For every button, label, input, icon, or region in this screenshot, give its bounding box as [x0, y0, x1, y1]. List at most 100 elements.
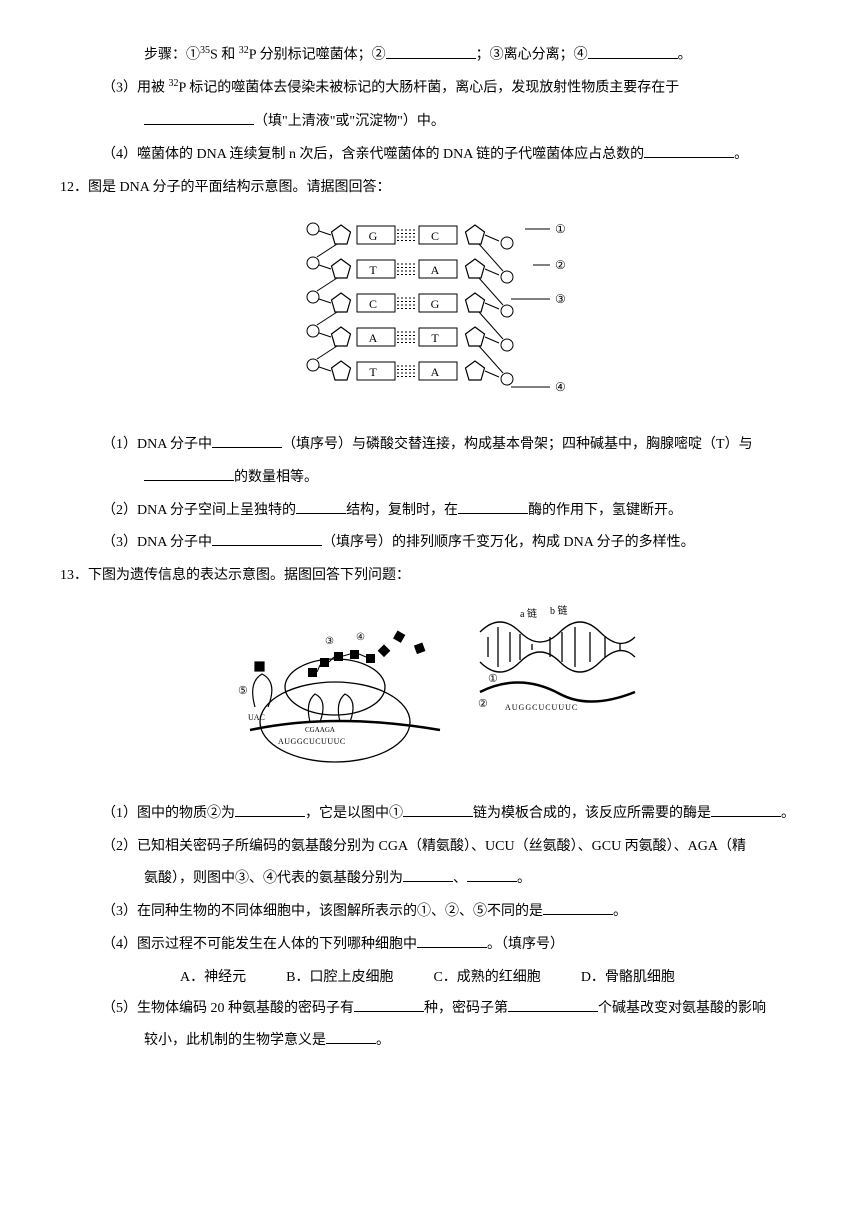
circled-5: ⑤	[238, 685, 248, 697]
blank	[403, 867, 453, 882]
text: 种，密码子第	[424, 1001, 508, 1016]
q12-stem: 12．图是 DNA 分子的平面结构示意图。请据图回答：	[60, 173, 800, 204]
option-d: D．骨骼肌细胞	[581, 963, 675, 994]
q11-p3-line2: （填"上清液"或"沉淀物"）中。	[60, 107, 800, 138]
translation-svg: a 链 b 链 ① AUGGCUCUUUC ② AUGGCUCUUUC CGAA…	[220, 602, 640, 772]
text: （3）DNA 分子中	[102, 535, 212, 550]
text: （2）DNA 分子空间上呈独特的	[102, 503, 296, 518]
option-b: B．口腔上皮细胞	[286, 963, 393, 994]
svg-text:T: T	[431, 331, 439, 345]
text: 的数量相等。	[234, 470, 318, 485]
svg-text:G: G	[369, 229, 378, 243]
blank	[458, 498, 528, 513]
q13-p2-line2: 氨酸），则图中③、④代表的氨基酸分别为 、 。	[60, 864, 800, 895]
blank	[296, 498, 346, 513]
sup-35: 35	[200, 45, 210, 56]
text: （填序号）的排列顺序千变万化，构成 DNA 分子的多样性。	[322, 535, 695, 550]
text: （1）DNA 分子中	[102, 437, 212, 452]
svg-text:A: A	[369, 331, 378, 345]
text: P 标记的噬菌体去侵染未被标记的大肠杆菌，离心后，发现放射性物质主要存在于	[179, 81, 680, 96]
text: 较小，此机制的生物学意义是	[144, 1033, 326, 1048]
text: （3）在同种生物的不同体细胞中，该图解所表示的①、②、⑤不同的是	[102, 904, 543, 919]
text: 个碱基改变对氨基酸的影响	[598, 1001, 766, 1016]
text: 。	[613, 904, 627, 919]
text: 。	[678, 48, 692, 63]
blank	[326, 1029, 376, 1044]
blank	[235, 801, 305, 816]
option-c: C．成熟的红细胞	[433, 963, 540, 994]
label-b: b 链	[550, 604, 568, 617]
svg-text:G: G	[431, 297, 440, 311]
blank	[467, 867, 517, 882]
q13-options: A．神经元 B．口腔上皮细胞 C．成熟的红细胞 D．骨骼肌细胞	[60, 963, 800, 994]
text: （3）用被	[102, 81, 169, 96]
text: 。	[517, 871, 531, 886]
blank	[417, 933, 487, 948]
q13-p2-line1: （2）已知相关密码子所编码的氨基酸分别为 CGA（精氨酸）、UCU（丝氨酸）、G…	[60, 832, 800, 863]
text: （填序号）与磷酸交替连接，构成基本骨架；四种碱基中，胸腺嘧啶（T）与	[282, 437, 753, 452]
q13-p3: （3）在同种生物的不同体细胞中，该图解所表示的①、②、⑤不同的是 。	[60, 897, 800, 928]
circled-1: ①	[488, 673, 498, 685]
anticodon: UAC	[248, 713, 265, 722]
blank	[403, 801, 473, 816]
text: （填"上清液"或"沉淀物"）中。	[254, 114, 445, 129]
option-a: A．神经元	[180, 963, 246, 994]
blank	[711, 801, 781, 816]
q13-translation-figure: a 链 b 链 ① AUGGCUCUUUC ② AUGGCUCUUUC CGAA…	[60, 602, 800, 785]
svg-text:②: ②	[555, 258, 566, 272]
blank	[644, 142, 734, 157]
q12-dna-figure: ① ② ③ ④ GCTACGATTA	[60, 213, 800, 416]
q11-steps: 步骤：①35S 和 32P 分别标记噬菌体；② ；③离心分离；④ 。	[60, 40, 800, 71]
blank	[508, 996, 598, 1011]
label-a: a 链	[520, 607, 537, 620]
blank	[354, 996, 424, 1011]
text: 步骤：①	[144, 48, 200, 63]
text: 。	[376, 1033, 390, 1048]
mrna-right: AUGGCUCUUUC	[505, 703, 578, 712]
q11-p3-line1: （3）用被 32P 标记的噬菌体去侵染未被标记的大肠杆菌，离心后，发现放射性物质…	[60, 73, 800, 104]
text: ，它是以图中①	[305, 806, 403, 821]
svg-text:④: ④	[555, 380, 566, 394]
svg-text:T: T	[369, 365, 377, 379]
svg-text:C: C	[431, 229, 439, 243]
text: （1）图中的物质②为	[102, 806, 235, 821]
svg-text:③: ③	[555, 292, 566, 306]
svg-text:C: C	[369, 297, 377, 311]
text: P 分别标记噬菌体；②	[249, 48, 386, 63]
q13-p1: （1）图中的物质②为 ，它是以图中① 链为模板合成的，该反应所需要的酶是 。	[60, 799, 800, 830]
blank	[144, 110, 254, 125]
dna-structure-svg: ① ② ③ ④ GCTACGATTA	[285, 213, 575, 403]
text: 链为模板合成的，该反应所需要的酶是	[473, 806, 711, 821]
text: 下图为遗传信息的表达示意图。据图回答下列问题：	[88, 568, 410, 583]
sup-32: 32	[169, 78, 179, 89]
q13-p4: （4）图示过程不可能发生在人体的下列哪种细胞中。（填序号）	[60, 930, 800, 961]
q13-stem: 13．下图为遗传信息的表达示意图。据图回答下列问题：	[60, 561, 800, 592]
text: 。	[781, 806, 795, 821]
text: 酶的作用下，氢键断开。	[528, 503, 682, 518]
text: （5）生物体编码 20 种氨基酸的密码子有	[102, 1001, 354, 1016]
text: ；③离心分离；④	[476, 48, 588, 63]
text: 氨酸），则图中③、④代表的氨基酸分别为	[144, 871, 403, 886]
q12-number: 12．	[60, 180, 88, 195]
q12-p1-line1: （1）DNA 分子中 （填序号）与磷酸交替连接，构成基本骨架；四种碱基中，胸腺嘧啶…	[60, 430, 800, 461]
text: （4）图示过程不可能发生在人体的下列哪种细胞中	[102, 937, 417, 952]
text: S 和	[210, 48, 239, 63]
q11-p4: （4）噬菌体的 DNA 连续复制 n 次后，含亲代噬菌体的 DNA 链的子代噬菌…	[60, 140, 800, 171]
q13-p5-line1: （5）生物体编码 20 种氨基酸的密码子有 种，密码子第 个碱基改变对氨基酸的影响	[60, 994, 800, 1025]
q13-p5-line2: 较小，此机制的生物学意义是 。	[60, 1026, 800, 1057]
text: 、	[453, 871, 467, 886]
circled-2r: ②	[478, 698, 488, 710]
text: （4）噬菌体的 DNA 连续复制 n 次后，含亲代噬菌体的 DNA 链的子代噬菌…	[102, 147, 644, 162]
circled-4: ④	[356, 632, 365, 643]
blank	[543, 900, 613, 915]
codon-left: CGAAGA	[305, 726, 335, 734]
mrna-under: AUGGCUCUUUC	[278, 737, 346, 746]
text: 图是 DNA 分子的平面结构示意图。请据图回答：	[88, 180, 391, 195]
q12-p3: （3）DNA 分子中 （填序号）的排列顺序千变万化，构成 DNA 分子的多样性。	[60, 528, 800, 559]
blank	[386, 43, 476, 58]
svg-text:T: T	[369, 263, 377, 277]
q12-p1-line2: 的数量相等。	[60, 463, 800, 494]
q13-number: 13．	[60, 568, 88, 583]
q12-p2: （2）DNA 分子空间上呈独特的结构，复制时，在酶的作用下，氢键断开。	[60, 496, 800, 527]
sup-32: 32	[239, 45, 249, 56]
